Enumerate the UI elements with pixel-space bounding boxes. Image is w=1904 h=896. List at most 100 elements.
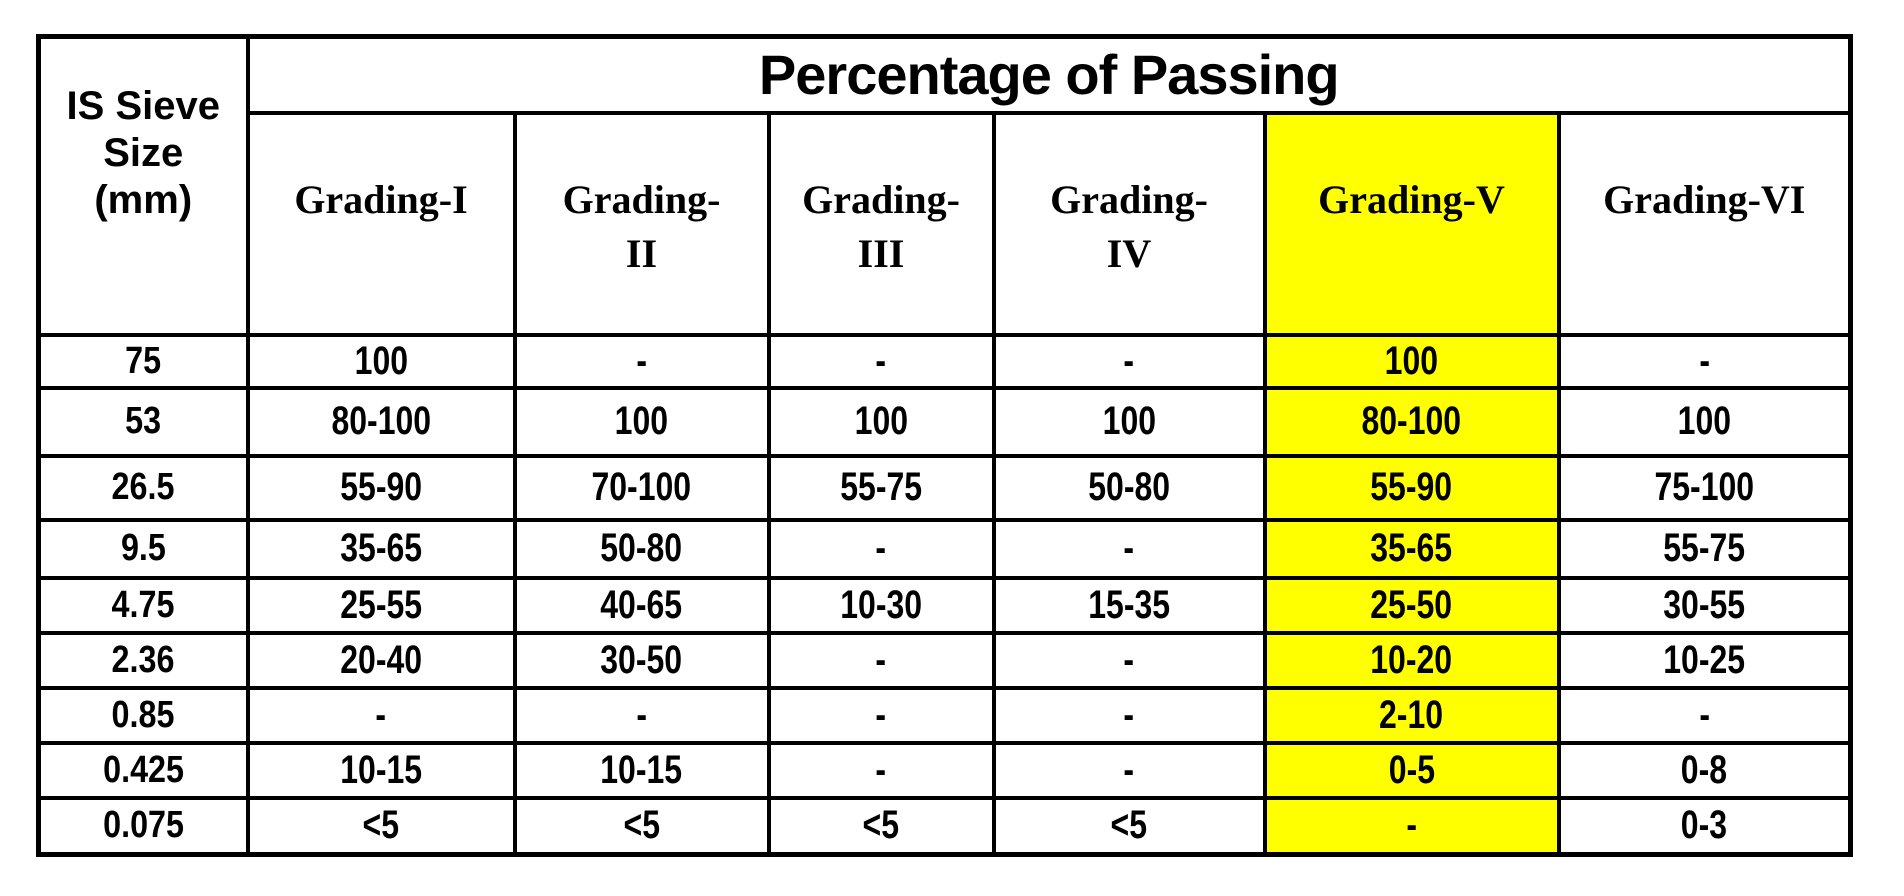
data-cell: 100	[245, 332, 517, 390]
data-cell: 30-55	[1556, 575, 1853, 635]
data-cell: -	[766, 517, 996, 580]
table-row: 53 80-100 100 100 100 80-100 100	[36, 385, 1853, 458]
data-cell: 20-40	[245, 630, 517, 690]
cell-value: 80-100	[1361, 399, 1462, 443]
column-header-grading-vi: Grading-VI	[1556, 110, 1853, 337]
data-cell: <5	[512, 795, 771, 857]
cell-value: -	[1123, 692, 1135, 737]
data-cell: 50-80	[991, 453, 1267, 522]
cell-value: -	[1123, 637, 1135, 682]
column-header-grading-v-highlighted: Grading-V	[1262, 110, 1561, 337]
data-cell: -	[1556, 332, 1853, 390]
table-title-cell: Percentage of Passing	[245, 34, 1853, 115]
grading-table: IS Sieve Size (mm) Percentage of Passing…	[36, 34, 1854, 857]
cell-value: 100	[1102, 399, 1156, 443]
sieve-size-cell: 4.75	[36, 575, 250, 635]
cell-value: 80-100	[331, 399, 431, 443]
sieve-size-cell: 0.425	[36, 740, 250, 800]
data-cell: 50-80	[512, 517, 771, 580]
cell-value: 10-20	[1370, 637, 1453, 682]
column-header-label: Grading-V	[1318, 176, 1505, 222]
cell-value: 55-75	[840, 465, 922, 509]
table-row: 75 100 - - - 100 -	[36, 332, 1853, 390]
cell-value: -	[1698, 692, 1710, 737]
data-cell-highlighted: 35-65	[1262, 517, 1561, 580]
data-cell: -	[766, 685, 996, 745]
table-row: 26.5 55-90 70-100 55-75 50-80 55-90 75-1…	[36, 453, 1853, 522]
column-header-grading-iv: Grading- IV	[991, 110, 1267, 337]
sieve-size-cell: 75	[36, 332, 250, 390]
data-cell: -	[766, 740, 996, 800]
sieve-size-value: 0.85	[111, 693, 175, 736]
cell-value: 35-65	[1370, 526, 1453, 570]
sieve-size-value: 26.5	[111, 466, 175, 508]
cell-value: 100	[1384, 338, 1439, 383]
cell-value: 50-80	[1088, 465, 1170, 509]
sieve-size-value: 0.425	[102, 748, 184, 791]
table-row: 9.5 35-65 50-80 - - 35-65 55-75	[36, 517, 1853, 580]
sieve-size-cell: 26.5	[36, 453, 250, 522]
data-cell-highlighted: 100	[1262, 332, 1561, 390]
data-cell-highlighted: 2-10	[1262, 685, 1561, 745]
cell-value: 2-10	[1379, 692, 1444, 737]
data-cell-highlighted: 10-20	[1262, 630, 1561, 690]
data-cell: 55-75	[1556, 517, 1853, 580]
data-cell: <5	[766, 795, 996, 857]
data-cell: 10-25	[1556, 630, 1853, 690]
data-cell: 55-75	[766, 453, 996, 522]
table-row: 4.75 25-55 40-65 10-30 15-35 25-50 30-55	[36, 575, 1853, 635]
sieve-size-value: 4.75	[111, 583, 175, 626]
data-cell: -	[991, 630, 1267, 690]
cell-value: 25-50	[1370, 582, 1453, 627]
table-row: 0.075 <5 <5 <5 <5 - 0-3	[36, 795, 1853, 857]
cell-value: 0-3	[1681, 803, 1728, 848]
data-cell: 15-35	[991, 575, 1267, 635]
cell-value: 10-15	[340, 747, 422, 792]
data-cell: 80-100	[245, 385, 517, 458]
column-header-grading-ii: Grading- II	[512, 110, 771, 337]
cell-value: 40-65	[600, 582, 683, 627]
cell-value: -	[636, 692, 647, 737]
cell-value: 70-100	[591, 465, 692, 509]
sieve-size-cell: 2.36	[36, 630, 250, 690]
corner-header-label: IS Sieve Size (mm)	[66, 84, 220, 222]
cell-value: 0-5	[1388, 747, 1435, 792]
column-header-label: Grading-I	[294, 176, 468, 222]
cell-value: -	[375, 692, 387, 737]
data-cell: 70-100	[512, 453, 771, 522]
cell-value: 10-15	[600, 747, 683, 792]
data-cell: 30-50	[512, 630, 771, 690]
data-cell: -	[766, 332, 996, 390]
sieve-size-cell: 9.5	[36, 517, 250, 580]
table-row: 2.36 20-40 30-50 - - 10-20 10-25	[36, 630, 1853, 690]
cell-value: 75-100	[1654, 465, 1755, 509]
data-cell: -	[512, 685, 771, 745]
cell-value: 10-25	[1663, 637, 1746, 682]
cell-value: 50-80	[600, 526, 683, 570]
cell-value: -	[1123, 747, 1135, 792]
data-cell-highlighted: 0-5	[1262, 740, 1561, 800]
column-header-label: Grading- III	[802, 176, 960, 276]
data-cell: -	[766, 630, 996, 690]
table-title: Percentage of Passing	[758, 43, 1340, 107]
data-cell: 100	[1556, 385, 1853, 458]
data-cell-highlighted: 80-100	[1262, 385, 1561, 458]
corner-header-cell: IS Sieve Size (mm)	[36, 34, 250, 337]
data-cell: -	[512, 332, 771, 390]
cell-value: <5	[362, 803, 400, 848]
data-cell: 0-3	[1556, 795, 1853, 857]
sieve-size-value: 2.36	[111, 638, 175, 681]
data-cell: -	[991, 740, 1267, 800]
cell-value: <5	[862, 803, 900, 848]
data-cell: 35-65	[245, 517, 517, 580]
cell-value: -	[875, 692, 887, 737]
data-cell: -	[991, 517, 1267, 580]
data-cell: 10-30	[766, 575, 996, 635]
cell-value: -	[875, 526, 887, 570]
data-cell: 10-15	[245, 740, 517, 800]
cell-value: 10-30	[840, 582, 922, 627]
data-cell: 10-15	[512, 740, 771, 800]
cell-value: 55-75	[1663, 526, 1746, 570]
cell-value: 100	[614, 399, 669, 443]
column-header-label: Grading- II	[562, 176, 721, 276]
